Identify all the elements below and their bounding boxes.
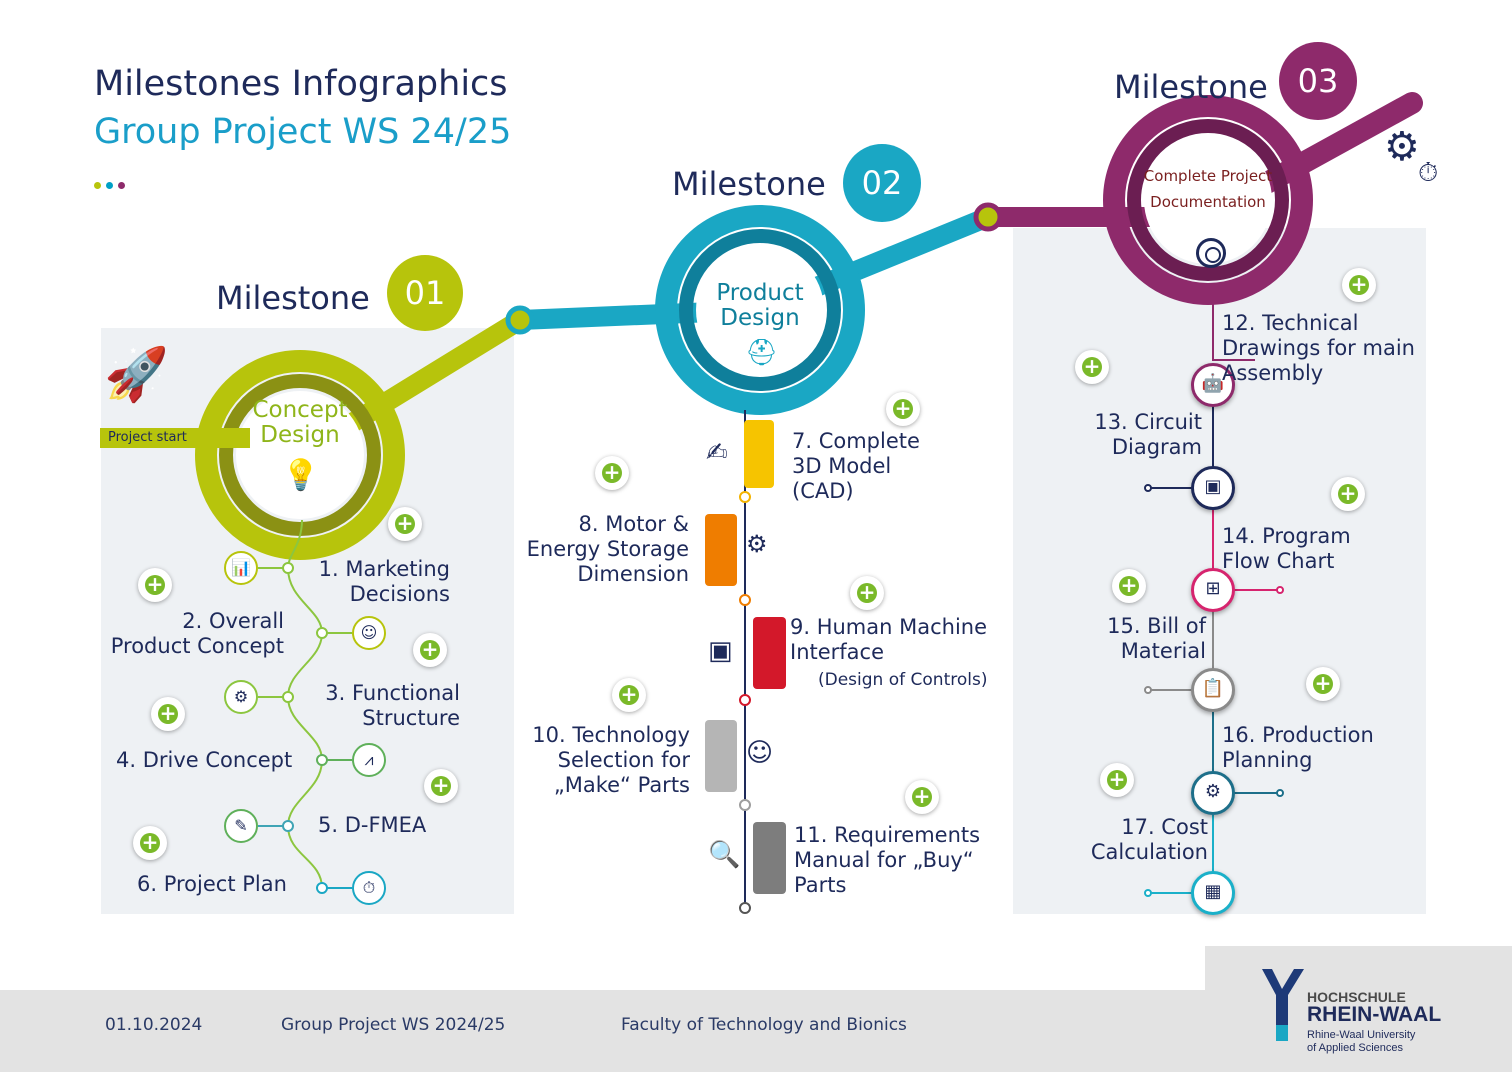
step-7-text: 7. Complete 3D Model (CAD) — [792, 429, 920, 503]
step-4-text: 4. Drive Concept — [116, 748, 293, 772]
milestone-1-circle-text: Concept Design — [252, 397, 348, 448]
brain-icon: ☺ — [352, 616, 386, 650]
plus-button-8[interactable] — [595, 456, 629, 490]
gears-icon: ⚙ — [224, 680, 258, 714]
university-logo-mark — [1262, 969, 1304, 1041]
plus-button-1[interactable] — [388, 507, 422, 541]
milestone-2-circle-text: Product Design — [716, 280, 804, 331]
step-2-text: 2. Overall Product Concept — [110, 609, 284, 658]
step-3-text: 3. Functional Structure — [325, 681, 460, 730]
step-17-text: 17. Cost Calculation — [1090, 815, 1208, 864]
logo-line-4: of Applied Sciences — [1307, 1042, 1404, 1054]
page-title: Milestones Infographics — [94, 64, 508, 104]
plus-button-17[interactable] — [1100, 763, 1134, 797]
project-start-tag: Project start — [100, 428, 250, 448]
milestone-3-circle-text: Complete Project Documentation — [1143, 167, 1273, 211]
milestone-2-label: Milestone — [672, 165, 826, 203]
plus-button-16[interactable] — [1306, 667, 1340, 701]
plus-button-4[interactable] — [151, 697, 185, 731]
milestone-1-badge: 01 — [387, 255, 463, 331]
header-dots — [94, 174, 125, 193]
step-16-text: 16. Production Planning — [1222, 723, 1374, 772]
footer-project: Group Project WS 2024/25 — [281, 1015, 506, 1035]
block-8 — [705, 514, 737, 586]
footer-date: 01.10.2024 — [105, 1015, 203, 1035]
page-subtitle: Group Project WS 24/25 — [94, 112, 512, 152]
plus-button-13[interactable] — [1075, 350, 1109, 384]
head-gear-icon: ☺ — [746, 738, 774, 768]
step-8-text: 8. Motor & Energy Storage Dimension — [526, 512, 689, 586]
step-10-text: 10. Technology Selection for „Make“ Part… — [532, 723, 690, 797]
flowchart-icon: ⊞ — [1191, 568, 1235, 612]
stopwatch-icon-top: ⏱ — [1418, 158, 1439, 188]
step-9-subtext: (Design of Controls) — [818, 670, 988, 690]
plus-button-9[interactable] — [850, 576, 884, 610]
step-14-text: 14. Program Flow Chart — [1222, 524, 1351, 573]
milestone-1-label: Milestone — [216, 279, 370, 317]
target-icon — [1196, 238, 1226, 268]
compass-icon: ⩘ — [352, 743, 386, 777]
lightbulb-icon: 💡 — [282, 458, 320, 493]
chart-icon: 📊 — [224, 551, 258, 585]
gear-chart-icon: ⚙ — [1384, 124, 1420, 170]
magnifier-icon: 🔍 — [708, 840, 741, 870]
circuit-icon: ▣ — [1191, 466, 1235, 510]
step-6-text: 6. Project Plan — [137, 872, 287, 896]
block-11 — [753, 822, 786, 894]
step-9-text: 9. Human Machine Interface — [790, 615, 988, 664]
rocket-icon: 🚀 — [104, 345, 169, 405]
block-10 — [705, 720, 737, 792]
robot-icon: 🤖 — [1191, 363, 1235, 407]
hand-pencil-icon: ✍ — [706, 438, 728, 468]
milestone-3-label: Milestone — [1114, 68, 1268, 106]
step-12-text: 12. Technical Drawings for main Assembly — [1222, 311, 1415, 385]
stopwatch-icon: ⏱ — [352, 871, 386, 905]
block-7 — [744, 420, 774, 488]
step-15-text: 15. Bill of Material — [1107, 614, 1206, 663]
plus-button-15[interactable] — [1112, 569, 1146, 603]
plus-button-5[interactable] — [424, 769, 458, 803]
settings-sliders-icon: ⚙ — [746, 530, 768, 558]
plus-button-7[interactable] — [886, 392, 920, 426]
plus-button-2[interactable] — [138, 568, 172, 602]
calculator-icon: ▦ — [1191, 871, 1235, 915]
step-1-text: 1. Marketing Decisions — [318, 557, 450, 606]
logo-line-3: Rhine-Waal University — [1307, 1029, 1416, 1041]
planning-icon: ⚙ — [1191, 771, 1235, 815]
plus-button-12[interactable] — [1342, 268, 1376, 302]
footer-logo-panel — [1205, 946, 1512, 1072]
step-5-text: 5. D-FMEA — [318, 813, 427, 837]
plus-button-6[interactable] — [133, 826, 167, 860]
helmet-icon: ⛑ — [745, 338, 779, 368]
milestone-3-badge: 03 — [1279, 42, 1357, 120]
step-11-text: 11. Requirements Manual for „Buy“ Parts — [794, 823, 981, 897]
plus-button-10[interactable] — [612, 678, 646, 712]
clipboard-icon: 📋 — [1191, 668, 1235, 712]
logo-line-1: HOCHSCHULE — [1307, 989, 1406, 1005]
milestone-2-badge: 02 — [843, 144, 921, 222]
plus-button-11[interactable] — [905, 780, 939, 814]
checklist-icon: ✎ — [224, 809, 258, 843]
block-9 — [753, 617, 786, 689]
logo-line-2: RHEIN-WAAL — [1307, 1003, 1442, 1026]
step-13-text: 13. Circuit Diagram — [1094, 410, 1202, 459]
plus-button-14[interactable] — [1331, 477, 1365, 511]
footer-faculty: Faculty of Technology and Bionics — [621, 1015, 907, 1035]
chip-icon: ▣ — [708, 636, 733, 666]
plus-button-3[interactable] — [413, 633, 447, 667]
